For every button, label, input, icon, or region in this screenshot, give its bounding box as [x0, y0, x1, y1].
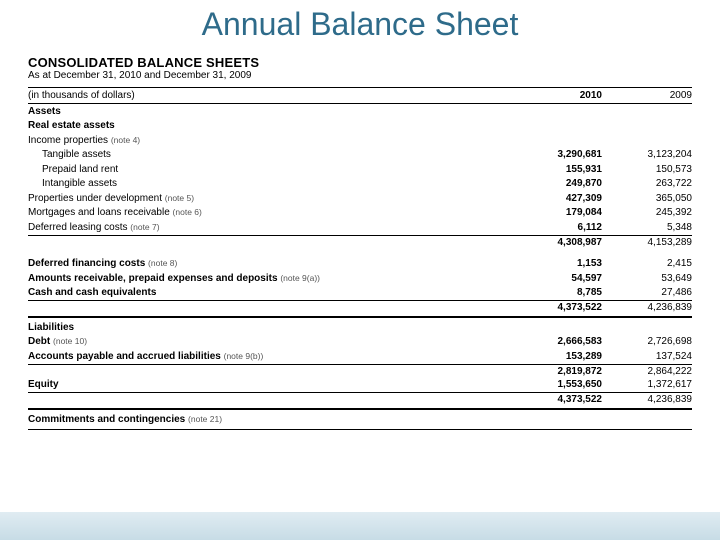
- cash-a: 8,785: [512, 286, 602, 300]
- prop-dev-b: 365,050: [602, 192, 692, 206]
- ap-a: 153,289: [512, 350, 602, 364]
- grand-total: 4,373,522 4,236,839: [28, 392, 692, 406]
- row-tangible: Tangible assets 3,290,681 3,123,204: [28, 148, 692, 163]
- def-leasing-a: 6,112: [512, 221, 602, 235]
- amounts-rec-b: 53,649: [602, 272, 692, 286]
- equity-b: 1,372,617: [602, 378, 692, 392]
- grand-total-b: 4,236,839: [602, 394, 692, 405]
- prepaid-land-b: 150,573: [602, 163, 692, 177]
- row-def-financing: Deferred financing costs (note 8) 1,153 …: [28, 257, 692, 272]
- liab-total-b: 2,864,222: [602, 366, 692, 377]
- row-ap: Accounts payable and accrued liabilities…: [28, 349, 692, 364]
- mortgages-b: 245,392: [602, 206, 692, 220]
- def-financing-label: Deferred financing costs (note 8): [28, 257, 512, 271]
- amounts-rec-a: 54,597: [512, 272, 602, 286]
- column-header-row: (in thousands of dollars) 2010 2009: [28, 87, 692, 104]
- liab-total-a: 2,819,872: [512, 366, 602, 377]
- def-leasing-b: 5,348: [602, 221, 692, 235]
- prop-dev-a: 427,309: [512, 192, 602, 206]
- tangible-a: 3,290,681: [512, 148, 602, 162]
- commitments-label: Commitments and contingencies (note 21): [28, 413, 512, 427]
- row-cash: Cash and cash equivalents 8,785 27,486: [28, 286, 692, 301]
- sheet-subheading: As at December 31, 2010 and December 31,…: [28, 70, 692, 81]
- mortgages-label: Mortgages and loans receivable (note 6): [28, 206, 512, 220]
- balance-sheet: CONSOLIDATED BALANCE SHEETS As at Decemb…: [0, 55, 720, 430]
- row-amounts-rec: Amounts receivable, prepaid expenses and…: [28, 271, 692, 286]
- real-estate-header: Real estate assets: [28, 119, 692, 134]
- liabilities-header-label: Liabilities: [28, 321, 512, 335]
- ap-b: 137,524: [602, 350, 692, 364]
- def-financing-b: 2,415: [602, 257, 692, 271]
- liabilities-header: Liabilities: [28, 320, 692, 335]
- real-estate-header-label: Real estate assets: [28, 119, 512, 133]
- cash-label: Cash and cash equivalents: [28, 286, 512, 300]
- footer-band: [0, 512, 720, 540]
- units-label: (in thousands of dollars): [28, 90, 512, 101]
- row-prop-dev: Properties under development (note 5) 42…: [28, 191, 692, 206]
- assets-header: Assets: [28, 104, 692, 119]
- tangible-b: 3,123,204: [602, 148, 692, 162]
- sheet-heading: CONSOLIDATED BALANCE SHEETS: [28, 55, 692, 70]
- amounts-rec-label: Amounts receivable, prepaid expenses and…: [28, 272, 512, 286]
- mortgages-a: 179,084: [512, 206, 602, 220]
- row-equity: Equity 1,553,650 1,372,617: [28, 378, 692, 393]
- intangible-label: Intangible assets: [28, 177, 512, 191]
- row-def-leasing: Deferred leasing costs (note 7) 6,112 5,…: [28, 220, 692, 235]
- prop-dev-label: Properties under development (note 5): [28, 192, 512, 206]
- assets-total-a: 4,373,522: [512, 302, 602, 313]
- debt-a: 2,666,583: [512, 335, 602, 349]
- row-debt: Debt (note 10) 2,666,583 2,726,698: [28, 335, 692, 350]
- row-income-properties: Income properties (note 4): [28, 133, 692, 148]
- row-intangible: Intangible assets 249,870 263,722: [28, 177, 692, 192]
- assets-sub1-a: 4,308,987: [512, 237, 602, 248]
- equity-a: 1,553,650: [512, 378, 602, 392]
- grand-total-a: 4,373,522: [512, 394, 602, 405]
- row-commitments: Commitments and contingencies (note 21): [28, 412, 692, 427]
- prepaid-land-label: Prepaid land rent: [28, 163, 512, 177]
- slide-title: Annual Balance Sheet: [0, 0, 720, 53]
- liabilities-total: 2,819,872 2,864,222: [28, 364, 692, 378]
- assets-total: 4,373,522 4,236,839: [28, 300, 692, 314]
- intangible-b: 263,722: [602, 177, 692, 191]
- col-year-a: 2010: [512, 90, 602, 101]
- ap-label: Accounts payable and accrued liabilities…: [28, 350, 512, 364]
- debt-b: 2,726,698: [602, 335, 692, 349]
- assets-total-b: 4,236,839: [602, 302, 692, 313]
- prepaid-land-a: 155,931: [512, 163, 602, 177]
- def-leasing-label: Deferred leasing costs (note 7): [28, 221, 512, 235]
- debt-label: Debt (note 10): [28, 335, 512, 349]
- assets-sub1-b: 4,153,289: [602, 237, 692, 248]
- def-financing-a: 1,153: [512, 257, 602, 271]
- col-year-b: 2009: [602, 90, 692, 101]
- equity-label: Equity: [28, 378, 512, 392]
- row-prepaid-land: Prepaid land rent 155,931 150,573: [28, 162, 692, 177]
- income-properties-label: Income properties (note 4): [28, 134, 512, 148]
- intangible-a: 249,870: [512, 177, 602, 191]
- cash-b: 27,486: [602, 286, 692, 300]
- assets-subtotal-1: 4,308,987 4,153,289: [28, 235, 692, 249]
- assets-header-label: Assets: [28, 105, 512, 119]
- row-mortgages: Mortgages and loans receivable (note 6) …: [28, 206, 692, 221]
- tangible-label: Tangible assets: [28, 148, 512, 162]
